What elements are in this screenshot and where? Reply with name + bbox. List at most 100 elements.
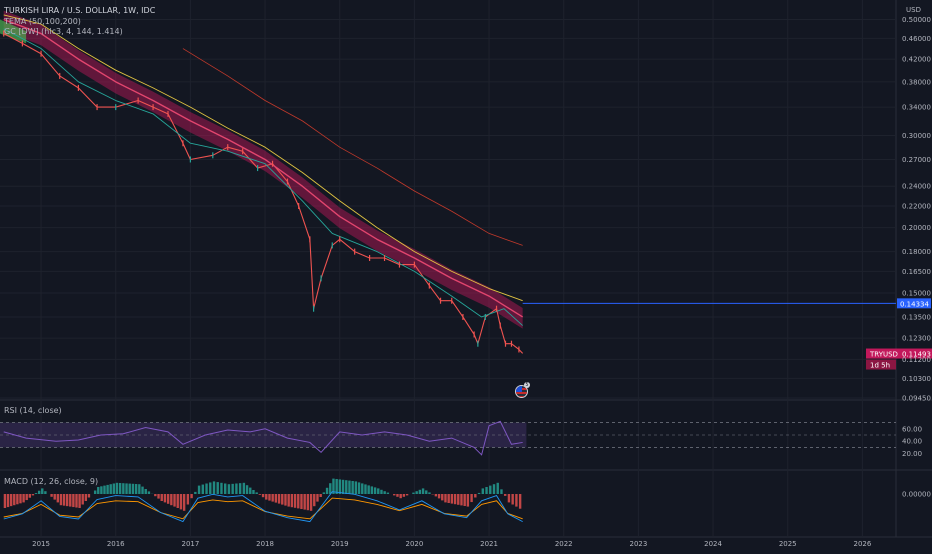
macd-bar [519,494,521,509]
macd-bar [265,494,267,500]
macd-bar [228,484,230,494]
macd-bar [287,494,289,507]
macd-bar [403,494,405,497]
macd-bar [319,494,321,497]
price-tick-label: 0.50000 [902,16,931,24]
macd-bar [364,484,366,494]
macd-bar [387,493,389,494]
macd-bar [75,494,77,508]
macd-bar [383,491,385,494]
macd-bar [259,494,261,495]
macd-bar [249,488,251,494]
macd-bar [35,493,37,494]
macd-bar [399,494,401,498]
macd-bar [125,483,127,494]
macd-bar [82,494,84,505]
macd-bar [415,491,417,494]
macd-bar [291,494,293,507]
macd-bar [470,494,472,502]
rsi-label[interactable]: RSI (14, close) [4,406,62,415]
macd-bar [358,482,360,494]
macd-bar [377,488,379,494]
macd-bar [485,487,487,494]
price-tick-label: 0.12300 [902,335,931,343]
macd-bar [220,483,222,494]
macd-bar [297,494,299,508]
macd-bar [329,483,331,494]
chart-title[interactable]: TURKISH LIRA / U.S. DOLLAR, 1W, IDC [4,6,155,15]
macd-bar [262,494,264,497]
macd-bar [511,494,513,505]
macd-bar [88,494,90,498]
macd-bar [97,487,99,494]
price-tick-label: 0.42000 [902,56,931,64]
macd-bar [268,494,270,501]
macd-tick-label: 0.00000 [902,491,931,499]
price-tick-label: 0.30000 [902,132,931,140]
time-tick-label: 2015 [32,540,50,548]
price-tick-label: 0.20000 [902,224,931,232]
macd-bar [342,480,344,494]
macd-bar [116,483,118,494]
macd-bar [141,487,143,494]
macd-bar [72,494,74,507]
macd-bar [106,485,108,494]
macd-bar [463,494,465,506]
countdown-text: 1d 5h [870,362,890,370]
macd-bar [508,494,510,502]
macd-bar [243,483,245,494]
macd-bar [310,494,312,511]
macd-bar [454,494,456,504]
macd-bar [278,494,280,504]
macd-bar [231,484,233,494]
macd-bar [100,486,102,494]
macd-bar [209,482,211,494]
macd-bar [4,494,6,508]
macd-bar [255,492,257,494]
macd-bar [29,494,31,498]
rsi-tick-label: 40.00 [902,438,922,446]
time-tick-label: 2024 [704,540,722,548]
macd-bar [451,494,453,504]
macd-bar [19,494,21,503]
macd-bar [177,494,179,508]
time-tick-label: 2018 [256,540,274,548]
indicator-tema-label[interactable]: TEMA (50,100,200) [4,17,81,26]
macd-bar [497,483,499,494]
macd-bar [300,494,302,509]
macd-bar [351,481,353,494]
macd-bar [246,485,248,494]
indicator-gc-label[interactable]: GC [DW] (hlc3, 4, 144, 1.414) [4,27,123,36]
time-tick-label: 2021 [480,540,498,548]
time-tick-label: 2020 [405,540,423,548]
macd-label[interactable]: MACD (12, 26, close, 9) [4,477,98,486]
macd-bar [284,494,286,506]
macd-bar [374,487,376,494]
time-tick-label: 2023 [629,540,647,548]
macd-bar [435,494,437,496]
macd-bar [316,494,318,502]
macd-bar [252,490,254,494]
macd-bar [444,494,446,502]
macd-bar [154,494,156,496]
macd-bar [447,494,449,503]
macd-bar [44,491,46,494]
macd-bar [202,485,204,494]
macd-bar [422,488,424,494]
macd-bar [148,491,150,494]
macd-bar [281,494,283,505]
price-tick-label: 0.18000 [902,248,931,256]
macd-bar [313,494,315,506]
price-tick-label: 0.11200 [902,356,931,364]
macd-bar [113,484,115,495]
macd-bar [170,494,172,505]
macd-bar [187,494,189,505]
macd-bar [60,494,62,505]
grid-lines [0,0,932,537]
macd-bar [41,488,43,494]
macd-pane[interactable]: 0.00000 [4,479,931,522]
event-badge-icon: 5 [524,382,530,388]
